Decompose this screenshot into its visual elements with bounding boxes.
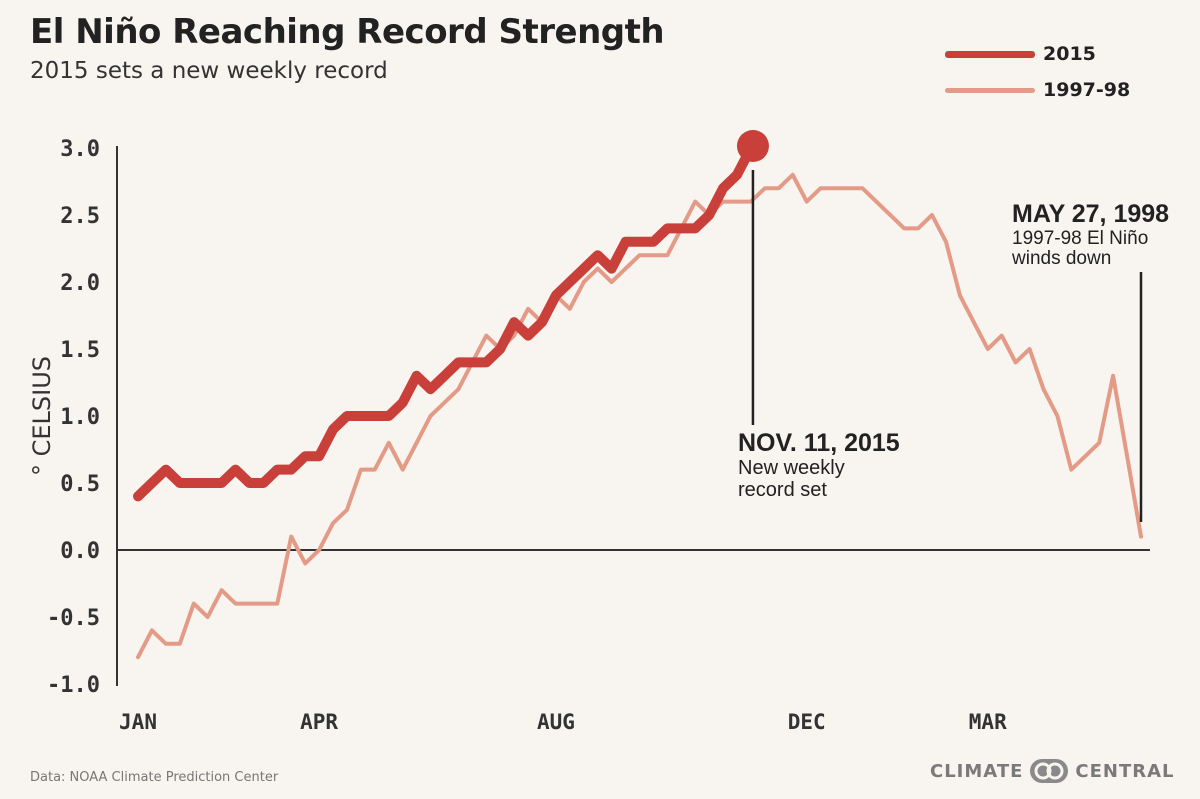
annotation-text: New weekly (738, 457, 845, 479)
y-tick-label: 1.0 (60, 405, 100, 430)
annotation-title: NOV. 11, 2015 (738, 429, 900, 457)
chart-subtitle: 2015 sets a new weekly record (30, 58, 388, 84)
y-tick-label: 2.0 (60, 271, 100, 296)
brand-text-right: CENTRAL (1075, 760, 1175, 782)
y-axis-label: ° CELSIUS (28, 356, 56, 476)
y-tick-label: -1.0 (47, 673, 100, 698)
x-tick-label: JAN (119, 710, 157, 734)
x-tick-label: DEC (788, 710, 826, 734)
x-tick-label: MAR (969, 710, 1007, 734)
annotation-text: 1997-98 El Niño (1012, 228, 1148, 249)
brand: CLIMATE CENTRAL (930, 758, 1175, 784)
legend: 2015 1997-98 (945, 36, 1130, 108)
series-line-1997-98 (136, 172, 1143, 660)
series-line-2015 (133, 143, 756, 502)
legend-item-2015: 2015 (945, 36, 1130, 72)
y-tick-label: 2.5 (60, 204, 100, 229)
annotation-text: record set (738, 479, 827, 501)
legend-item-1997-98: 1997-98 (945, 72, 1130, 108)
source-note: Data: NOAA Climate Prediction Center (30, 770, 279, 785)
y-tick-label: 0.0 (60, 539, 100, 564)
legend-label-1997-98: 1997-98 (1043, 79, 1131, 101)
y-tick-label: 1.5 (60, 338, 100, 363)
y-tick-label: -0.5 (47, 606, 100, 631)
x-tick-label: APR (300, 710, 338, 734)
x-tick-label: AUG (537, 710, 575, 734)
series-2015-endpoint (736, 130, 769, 162)
climate-central-logo-icon (1030, 759, 1069, 783)
legend-swatch-2015 (945, 50, 1035, 58)
legend-swatch-1997-98 (945, 87, 1035, 93)
y-tick-label: 0.5 (60, 472, 100, 497)
chart-title: El Niño Reaching Record Strength (30, 12, 665, 52)
y-tick-label: 3.0 (60, 137, 100, 162)
annotation-title: MAY 27, 1998 (1012, 200, 1169, 228)
annotation-text: winds down (1011, 248, 1111, 269)
legend-label-2015: 2015 (1043, 43, 1096, 65)
brand-text-left: CLIMATE (930, 760, 1024, 782)
